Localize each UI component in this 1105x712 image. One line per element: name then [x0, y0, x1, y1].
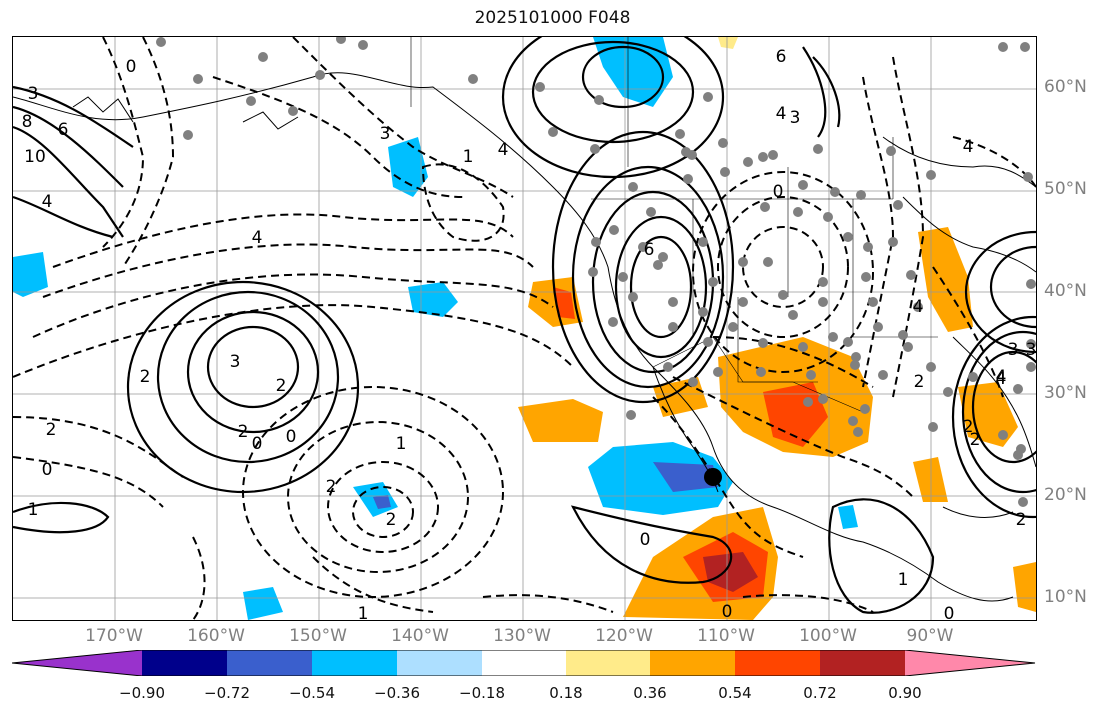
- contour-label: 2: [238, 422, 249, 442]
- lat-label: 30°N: [1044, 383, 1087, 403]
- lon-label: 160°W: [187, 626, 245, 646]
- lon-label: 120°W: [595, 626, 653, 646]
- solid-contours: [13, 37, 1036, 614]
- contour-label: 2: [46, 420, 57, 440]
- colorbar-segment: [397, 650, 482, 676]
- lon-label: 140°W: [391, 626, 449, 646]
- lon-label: 130°W: [493, 626, 551, 646]
- colorbar-tick: −0.18: [459, 684, 505, 702]
- contour-label: 3: [1008, 340, 1019, 360]
- lon-label: 150°W: [289, 626, 347, 646]
- lon-label: 170°W: [85, 626, 143, 646]
- colorbar-segment: [905, 650, 1035, 676]
- colorbar-tick: −0.54: [289, 684, 335, 702]
- contour-label: 4: [913, 297, 924, 317]
- contour-label: 3: [790, 108, 801, 128]
- contour-label: 0: [773, 182, 784, 202]
- lat-label: 10°N: [1044, 587, 1087, 607]
- colorbar-tick: −0.72: [204, 684, 250, 702]
- colorbar-segment: [566, 650, 650, 676]
- contour-label: 2: [970, 430, 981, 450]
- contour-label: 2: [326, 477, 337, 497]
- lon-label: 100°W: [799, 626, 857, 646]
- location-marker: [704, 468, 722, 486]
- contour-label: 3: [230, 352, 241, 372]
- contour-label: 2: [963, 417, 974, 437]
- contour-label: 4: [498, 140, 509, 160]
- colorbar: [12, 650, 1036, 676]
- contour-label: 6: [58, 120, 69, 140]
- colorbar-segment: [482, 650, 566, 676]
- contour-label: 0: [722, 602, 733, 620]
- map-panel: 3 0 6 8 10 4 3 4 6 4 3 4 1 4 0 6 4 3 4 2…: [12, 36, 1037, 621]
- contour-label: 3: [28, 84, 39, 104]
- contour-label: 8: [22, 112, 33, 132]
- colorbar-segment: [142, 650, 227, 676]
- colorbar-tick: 0.90: [888, 684, 922, 702]
- political-borders: [410, 37, 938, 413]
- contour-label: 6: [776, 47, 787, 67]
- contour-label: 1: [396, 434, 407, 454]
- colorbar-segment: [312, 650, 397, 676]
- colorbar-segment: [650, 650, 735, 676]
- contour-label: 4: [996, 369, 1007, 389]
- contour-label: 1: [463, 147, 474, 167]
- lon-label: 90°W: [906, 626, 954, 646]
- lat-label: 20°N: [1044, 485, 1087, 505]
- colorbar-tick: 0.72: [803, 684, 837, 702]
- colorbar-tick: 0.36: [633, 684, 667, 702]
- contour-label: 0: [944, 604, 955, 620]
- contour-label: 0: [286, 427, 297, 447]
- map-canvas: 3 0 6 8 10 4 3 4 6 4 3 4 1 4 0 6 4 3 4 2…: [13, 37, 1036, 620]
- contour-label: 3: [380, 124, 391, 144]
- colorbar-segment: [227, 650, 312, 676]
- lat-label: 40°N: [1044, 281, 1087, 301]
- contour-label: 6: [644, 240, 655, 260]
- contour-label: 2: [140, 367, 151, 387]
- contour-label: 4: [996, 367, 1007, 387]
- contour-label: 0: [42, 460, 53, 480]
- contour-label: 1: [358, 604, 369, 620]
- colorbar-tick: −0.90: [119, 684, 165, 702]
- contour-label: 4: [963, 137, 974, 157]
- contour-label: 1: [28, 500, 39, 520]
- lat-label: 60°N: [1044, 77, 1087, 97]
- colorbar-segment: [12, 650, 142, 676]
- colorbar-tick: 0.54: [718, 684, 752, 702]
- contour-label: 2: [276, 376, 287, 396]
- contour-label: 0: [252, 434, 263, 454]
- colorbar-segment: [820, 650, 905, 676]
- coastlines: [13, 72, 1036, 602]
- lat-label: 50°N: [1044, 179, 1087, 199]
- station-points: [156, 37, 1036, 507]
- lon-label: 110°W: [697, 626, 755, 646]
- colorbar-tick: 0.18: [549, 684, 583, 702]
- contour-label: 0: [126, 57, 137, 77]
- contour-label: 2: [914, 372, 925, 392]
- contour-label: 4: [42, 192, 53, 212]
- contour-label: 4: [252, 228, 263, 248]
- contour-label: 3: [1026, 340, 1036, 360]
- colorbar-tick: −0.36: [374, 684, 420, 702]
- colorbar-segment: [735, 650, 820, 676]
- contour-label: 2: [386, 510, 397, 530]
- contour-labels: 3 0 6 8 10 4 3 4 6 4 3 4 1 4 0 6 4 3 4 2…: [22, 47, 1036, 620]
- contour-label: 4: [776, 104, 787, 124]
- contour-label: 1: [898, 570, 909, 590]
- contour-label: 10: [24, 147, 46, 167]
- colorbar-outline: [12, 650, 1036, 676]
- contour-label: 2: [1016, 510, 1027, 530]
- contour-label: 0: [640, 530, 651, 550]
- plot-title: 2025101000 F048: [474, 8, 631, 28]
